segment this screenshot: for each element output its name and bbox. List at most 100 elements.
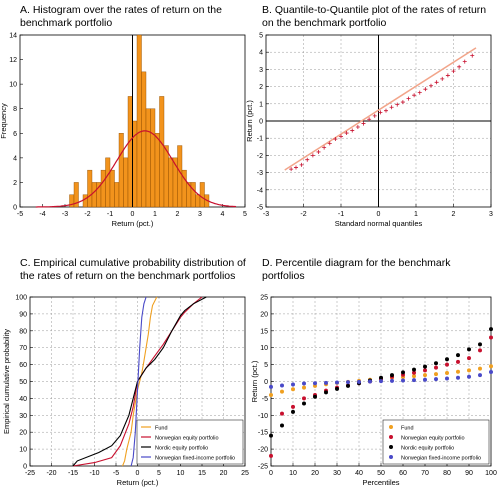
pct-point <box>390 373 394 378</box>
pct-point <box>478 348 482 353</box>
hist-bar <box>123 157 129 208</box>
qq-ytick-label: 1 <box>259 101 263 108</box>
qq-point <box>372 113 377 118</box>
pct-point <box>280 411 284 416</box>
hist-xtick-label: 5 <box>243 211 247 218</box>
pct-point <box>467 368 471 373</box>
pct-point <box>346 380 350 385</box>
hist-bar <box>127 96 133 208</box>
qq-point <box>406 96 411 101</box>
hist-xtick-label: 2 <box>176 211 180 218</box>
pct-point <box>412 374 416 379</box>
qq-xtick-label: -1 <box>338 211 344 218</box>
hist-xtick-label: -3 <box>62 211 68 218</box>
pct-point <box>302 396 306 401</box>
qq-point <box>400 100 405 105</box>
qq-point <box>440 76 445 81</box>
ecdf-legend <box>136 419 244 465</box>
pct-legend-swatch <box>389 425 393 429</box>
pct-legend <box>382 419 490 465</box>
qq-point <box>310 153 315 158</box>
ecdf-ytick-label: 20 <box>19 430 27 437</box>
pct-point <box>291 404 295 409</box>
hist-bar <box>163 145 169 208</box>
hist-xtick-label: -1 <box>107 211 113 218</box>
pct-point <box>357 379 361 384</box>
pct-point <box>368 379 372 384</box>
ecdf-legend-label: Nordic equity portfolio <box>155 445 208 451</box>
pct-point <box>445 362 449 367</box>
pct-point <box>335 386 339 391</box>
pct-point <box>423 377 427 382</box>
pct-point <box>412 367 416 372</box>
pct-point <box>423 368 427 373</box>
qq-point <box>361 121 366 126</box>
qq-point <box>429 83 433 88</box>
hist-bar <box>145 108 151 208</box>
qq-xtick-label: -3 <box>263 211 269 218</box>
pct-point <box>302 385 306 390</box>
pct-point <box>335 380 339 385</box>
ecdf-xtick-label: 10 <box>177 470 185 477</box>
pct-point <box>302 401 306 406</box>
hist-bar <box>82 194 88 208</box>
hist-normal-curve <box>35 130 237 208</box>
ecdf-ytick-label: 90 <box>19 311 27 318</box>
hist-ytick-label: 12 <box>9 57 17 64</box>
hist-bar <box>159 96 165 208</box>
qq-xtick-label: -2 <box>300 211 306 218</box>
hist-xlabel: Return (pct.) <box>112 219 154 228</box>
ecdf-ytick-label: 60 <box>19 362 27 369</box>
pct-point <box>467 356 471 361</box>
pct-ytick-label: 5 <box>264 362 268 369</box>
pct-point <box>434 377 438 382</box>
hist-ytick-label: 10 <box>9 82 17 89</box>
pct-point <box>434 372 438 377</box>
qq-point <box>470 53 475 58</box>
pct-xtick-label: 80 <box>443 470 451 477</box>
qq-ytick-label: 5 <box>259 33 263 40</box>
qq-point <box>457 64 462 69</box>
qq-point <box>355 125 360 130</box>
hist-bar <box>154 133 160 208</box>
pct-point <box>456 369 460 374</box>
pct-xtick-label: 0 <box>269 470 273 477</box>
pct-ytick-label: 10 <box>260 345 268 352</box>
hist-xtick-label: 1 <box>153 211 157 218</box>
qq-ytick-label: -2 <box>257 153 263 160</box>
pct-point <box>280 389 284 394</box>
pct-ytick-label: 20 <box>260 311 268 318</box>
qq-ytick-label: -4 <box>257 187 263 194</box>
hist-bar <box>168 157 174 208</box>
pct-point <box>456 359 460 364</box>
pct-point <box>467 347 471 352</box>
pct-point <box>269 453 273 458</box>
hist-bar <box>87 169 93 208</box>
pct-point <box>489 327 493 332</box>
qq-point <box>289 167 294 172</box>
ecdf-ylabel: Empirical cumulative probability <box>2 329 11 434</box>
pct-ytick-label: 15 <box>260 328 268 335</box>
qq-point <box>322 145 327 150</box>
pct-xtick-label: 70 <box>421 470 429 477</box>
ecdf-xtick-label: 25 <box>241 470 249 477</box>
hist-bar <box>141 71 147 208</box>
qq-point <box>389 105 394 110</box>
pct-point <box>412 378 416 383</box>
ecdf-series-line <box>121 296 158 467</box>
ecdf-xtick-label: 20 <box>220 470 228 477</box>
pct-ytick-label: -10 <box>258 413 268 420</box>
hist-xtick-label: -4 <box>39 211 45 218</box>
hist-ytick-label: 4 <box>13 155 17 162</box>
pct-point <box>401 378 405 383</box>
qq-point <box>417 90 422 95</box>
pct-legend-swatch <box>389 455 393 459</box>
pct-point <box>302 381 306 386</box>
pct-point <box>478 373 482 378</box>
pct-point <box>478 342 482 347</box>
hist-bar <box>105 157 111 208</box>
pct-xtick-label: 20 <box>311 470 319 477</box>
ecdf-xtick-label: -5 <box>113 470 119 477</box>
ecdf-series-line <box>72 296 207 467</box>
hist-ytick-label: 2 <box>13 180 17 187</box>
